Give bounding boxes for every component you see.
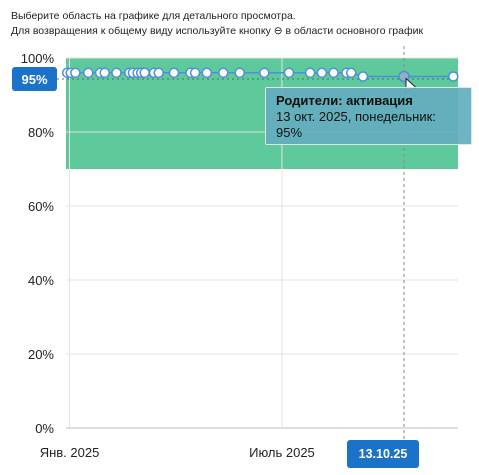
data-point <box>139 67 150 79</box>
crosshair-x-badge: 13.10.25 <box>347 440 419 468</box>
data-point <box>201 67 213 79</box>
x-tick-label: Июль 2025 <box>249 445 315 460</box>
data-point <box>83 67 94 79</box>
x-tick-label: Янв. 2025 <box>40 445 100 460</box>
data-point <box>99 67 110 79</box>
data-point <box>168 67 180 79</box>
y-tick-label: 80% <box>28 125 54 140</box>
data-point <box>283 67 295 79</box>
data-point <box>345 67 357 79</box>
data-point <box>304 67 316 79</box>
data-point <box>259 67 270 79</box>
tooltip-date: 13 окт. 2025, понедельник: <box>276 109 436 124</box>
zoom-hint-line-2: Для возвращения к общему виду используйт… <box>11 25 424 37</box>
data-point <box>218 67 229 79</box>
y-tick-label: 40% <box>28 273 54 288</box>
data-point <box>448 71 459 82</box>
data-point <box>70 67 81 79</box>
tooltip-title: Родители: активация <box>276 93 413 108</box>
data-point <box>111 67 122 79</box>
tooltip-value: 95% <box>276 125 303 140</box>
data-point <box>357 71 369 82</box>
data-point <box>153 67 164 79</box>
data-point <box>328 67 339 79</box>
zoom-hint-line-1: Выберите область на графике для детально… <box>11 10 296 22</box>
tooltip: Родители: активация 13 окт. 2025, понеде… <box>265 87 472 145</box>
crosshair-y-badge: 95% <box>12 67 57 91</box>
y-tick-label: 60% <box>28 199 54 214</box>
y-tick-label: 0% <box>35 421 54 436</box>
data-point <box>189 67 201 79</box>
data-point <box>234 67 245 79</box>
data-point <box>316 67 328 79</box>
y-tick-label: 20% <box>28 347 54 362</box>
y-tick-label: 100% <box>21 51 55 66</box>
